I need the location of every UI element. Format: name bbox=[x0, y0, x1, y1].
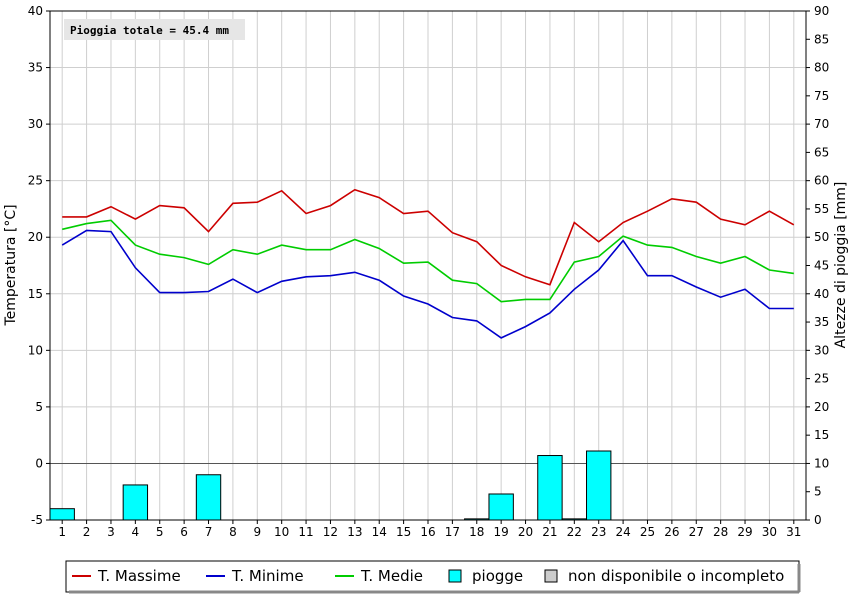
x-tick-label: 24 bbox=[615, 525, 630, 539]
legend-label: T. Medie bbox=[360, 567, 423, 585]
x-tick-label: 15 bbox=[396, 525, 411, 539]
x-tick-label: 21 bbox=[542, 525, 557, 539]
y2-tick-label: 55 bbox=[814, 202, 829, 216]
series-line-t-minime bbox=[61, 229, 794, 339]
y2-axis-ticks: 0 5 10 15 20 25 30 35 40 45 50 55 60 65 70 75 80 85 90 bbox=[806, 4, 829, 527]
y2-tick-label: 15 bbox=[814, 428, 829, 442]
y-axis-ticks: -5 0 5 10 15 20 25 30 35 40 bbox=[28, 4, 50, 527]
legend-swatch-box bbox=[544, 569, 558, 583]
rain-total-label: Pioggia totale = 45.4 mm bbox=[70, 24, 229, 37]
y-tick-label: 30 bbox=[28, 117, 43, 131]
x-tick-label: 29 bbox=[737, 525, 752, 539]
y2-tick-label: 50 bbox=[814, 230, 829, 244]
y2-tick-label: 10 bbox=[814, 456, 829, 470]
temperature-lines bbox=[61, 188, 795, 339]
y-tick-label: -5 bbox=[31, 513, 43, 527]
x-tick-label: 12 bbox=[323, 525, 338, 539]
x-tick-label: 23 bbox=[591, 525, 606, 539]
x-tick-label: 19 bbox=[494, 525, 509, 539]
x-tick-label: 27 bbox=[689, 525, 704, 539]
x-tick-label: 18 bbox=[469, 525, 484, 539]
y2-tick-label: 45 bbox=[814, 259, 829, 273]
x-tick-label: 25 bbox=[640, 525, 655, 539]
x-tick-label: 1 bbox=[58, 525, 66, 539]
x-tick-label: 9 bbox=[253, 525, 261, 539]
y2-tick-label: 90 bbox=[814, 4, 829, 18]
y-tick-label: 10 bbox=[28, 343, 43, 357]
y2-tick-label: 20 bbox=[814, 400, 829, 414]
x-tick-label: 13 bbox=[347, 525, 362, 539]
rain-bar bbox=[122, 484, 149, 521]
legend-label: piogge bbox=[472, 567, 523, 585]
x-tick-label: 30 bbox=[762, 525, 777, 539]
y-axis-title: Temperatura [°C] bbox=[3, 204, 19, 326]
legend-swatch-box bbox=[448, 569, 462, 583]
y-tick-label: 15 bbox=[28, 287, 43, 301]
x-axis-ticks: 1 2 3 4 5 6 7 8 9 10 11 12 13 14 15 16 17 18 19 20 21 22 23 24 2… bbox=[58, 520, 801, 539]
y2-tick-label: 25 bbox=[814, 372, 829, 386]
rain-bars bbox=[49, 450, 612, 521]
x-tick-label: 16 bbox=[420, 525, 435, 539]
y2-tick-label: 5 bbox=[814, 485, 822, 499]
y-tick-label: 5 bbox=[35, 400, 43, 414]
rain-total-box: Pioggia totale = 45.4 mm bbox=[64, 19, 245, 40]
x-tick-label: 5 bbox=[156, 525, 164, 539]
series-line-t-massime bbox=[62, 188, 795, 286]
x-tick-label: 4 bbox=[132, 525, 140, 539]
y-tick-label: 20 bbox=[28, 230, 43, 244]
x-tick-label: 10 bbox=[274, 525, 289, 539]
x-tick-label: 11 bbox=[298, 525, 313, 539]
y-tick-label: 35 bbox=[28, 61, 43, 75]
x-tick-label: 20 bbox=[518, 525, 533, 539]
rain-bar bbox=[488, 493, 514, 521]
y2-tick-label: 80 bbox=[814, 61, 829, 75]
x-tick-label: 22 bbox=[567, 525, 582, 539]
x-tick-label: 7 bbox=[205, 525, 213, 539]
x-tick-label: 17 bbox=[445, 525, 460, 539]
x-tick-label: 26 bbox=[664, 525, 679, 539]
x-tick-label: 31 bbox=[786, 525, 801, 539]
y2-tick-label: 35 bbox=[814, 315, 829, 329]
rain-bar bbox=[49, 508, 75, 521]
y-tick-label: 25 bbox=[28, 174, 43, 188]
y2-tick-label: 30 bbox=[814, 343, 829, 357]
rain-bar bbox=[586, 450, 612, 521]
legend-label: T. Minime bbox=[231, 567, 304, 585]
y-tick-label: 0 bbox=[35, 456, 43, 470]
chart-grid bbox=[50, 10, 806, 521]
legend-label: T. Massime bbox=[97, 567, 181, 585]
x-tick-label: 6 bbox=[180, 525, 188, 539]
x-tick-label: 14 bbox=[372, 525, 387, 539]
y2-tick-label: 65 bbox=[814, 145, 829, 159]
legend-label: non disponibile o incompleto bbox=[568, 567, 784, 585]
y2-axis-title: Altezze di pioggia [mm] bbox=[833, 182, 849, 349]
rain-bar bbox=[195, 474, 222, 521]
series-line-t-medie bbox=[62, 219, 794, 303]
legend: T. Massime T. Minime T. Medie piogge non dis… bbox=[65, 560, 801, 594]
x-tick-label: 8 bbox=[229, 525, 237, 539]
y2-tick-label: 40 bbox=[814, 287, 829, 301]
y2-tick-label: 60 bbox=[814, 174, 829, 188]
rain-bar bbox=[537, 455, 563, 521]
y2-tick-label: 0 bbox=[814, 513, 822, 527]
x-tick-label: 3 bbox=[107, 525, 115, 539]
y-tick-label: 40 bbox=[28, 4, 43, 18]
y2-tick-label: 85 bbox=[814, 32, 829, 46]
y2-tick-label: 75 bbox=[814, 89, 829, 103]
x-tick-label: 28 bbox=[713, 525, 728, 539]
y2-tick-label: 70 bbox=[814, 117, 829, 131]
x-tick-label: 2 bbox=[83, 525, 91, 539]
